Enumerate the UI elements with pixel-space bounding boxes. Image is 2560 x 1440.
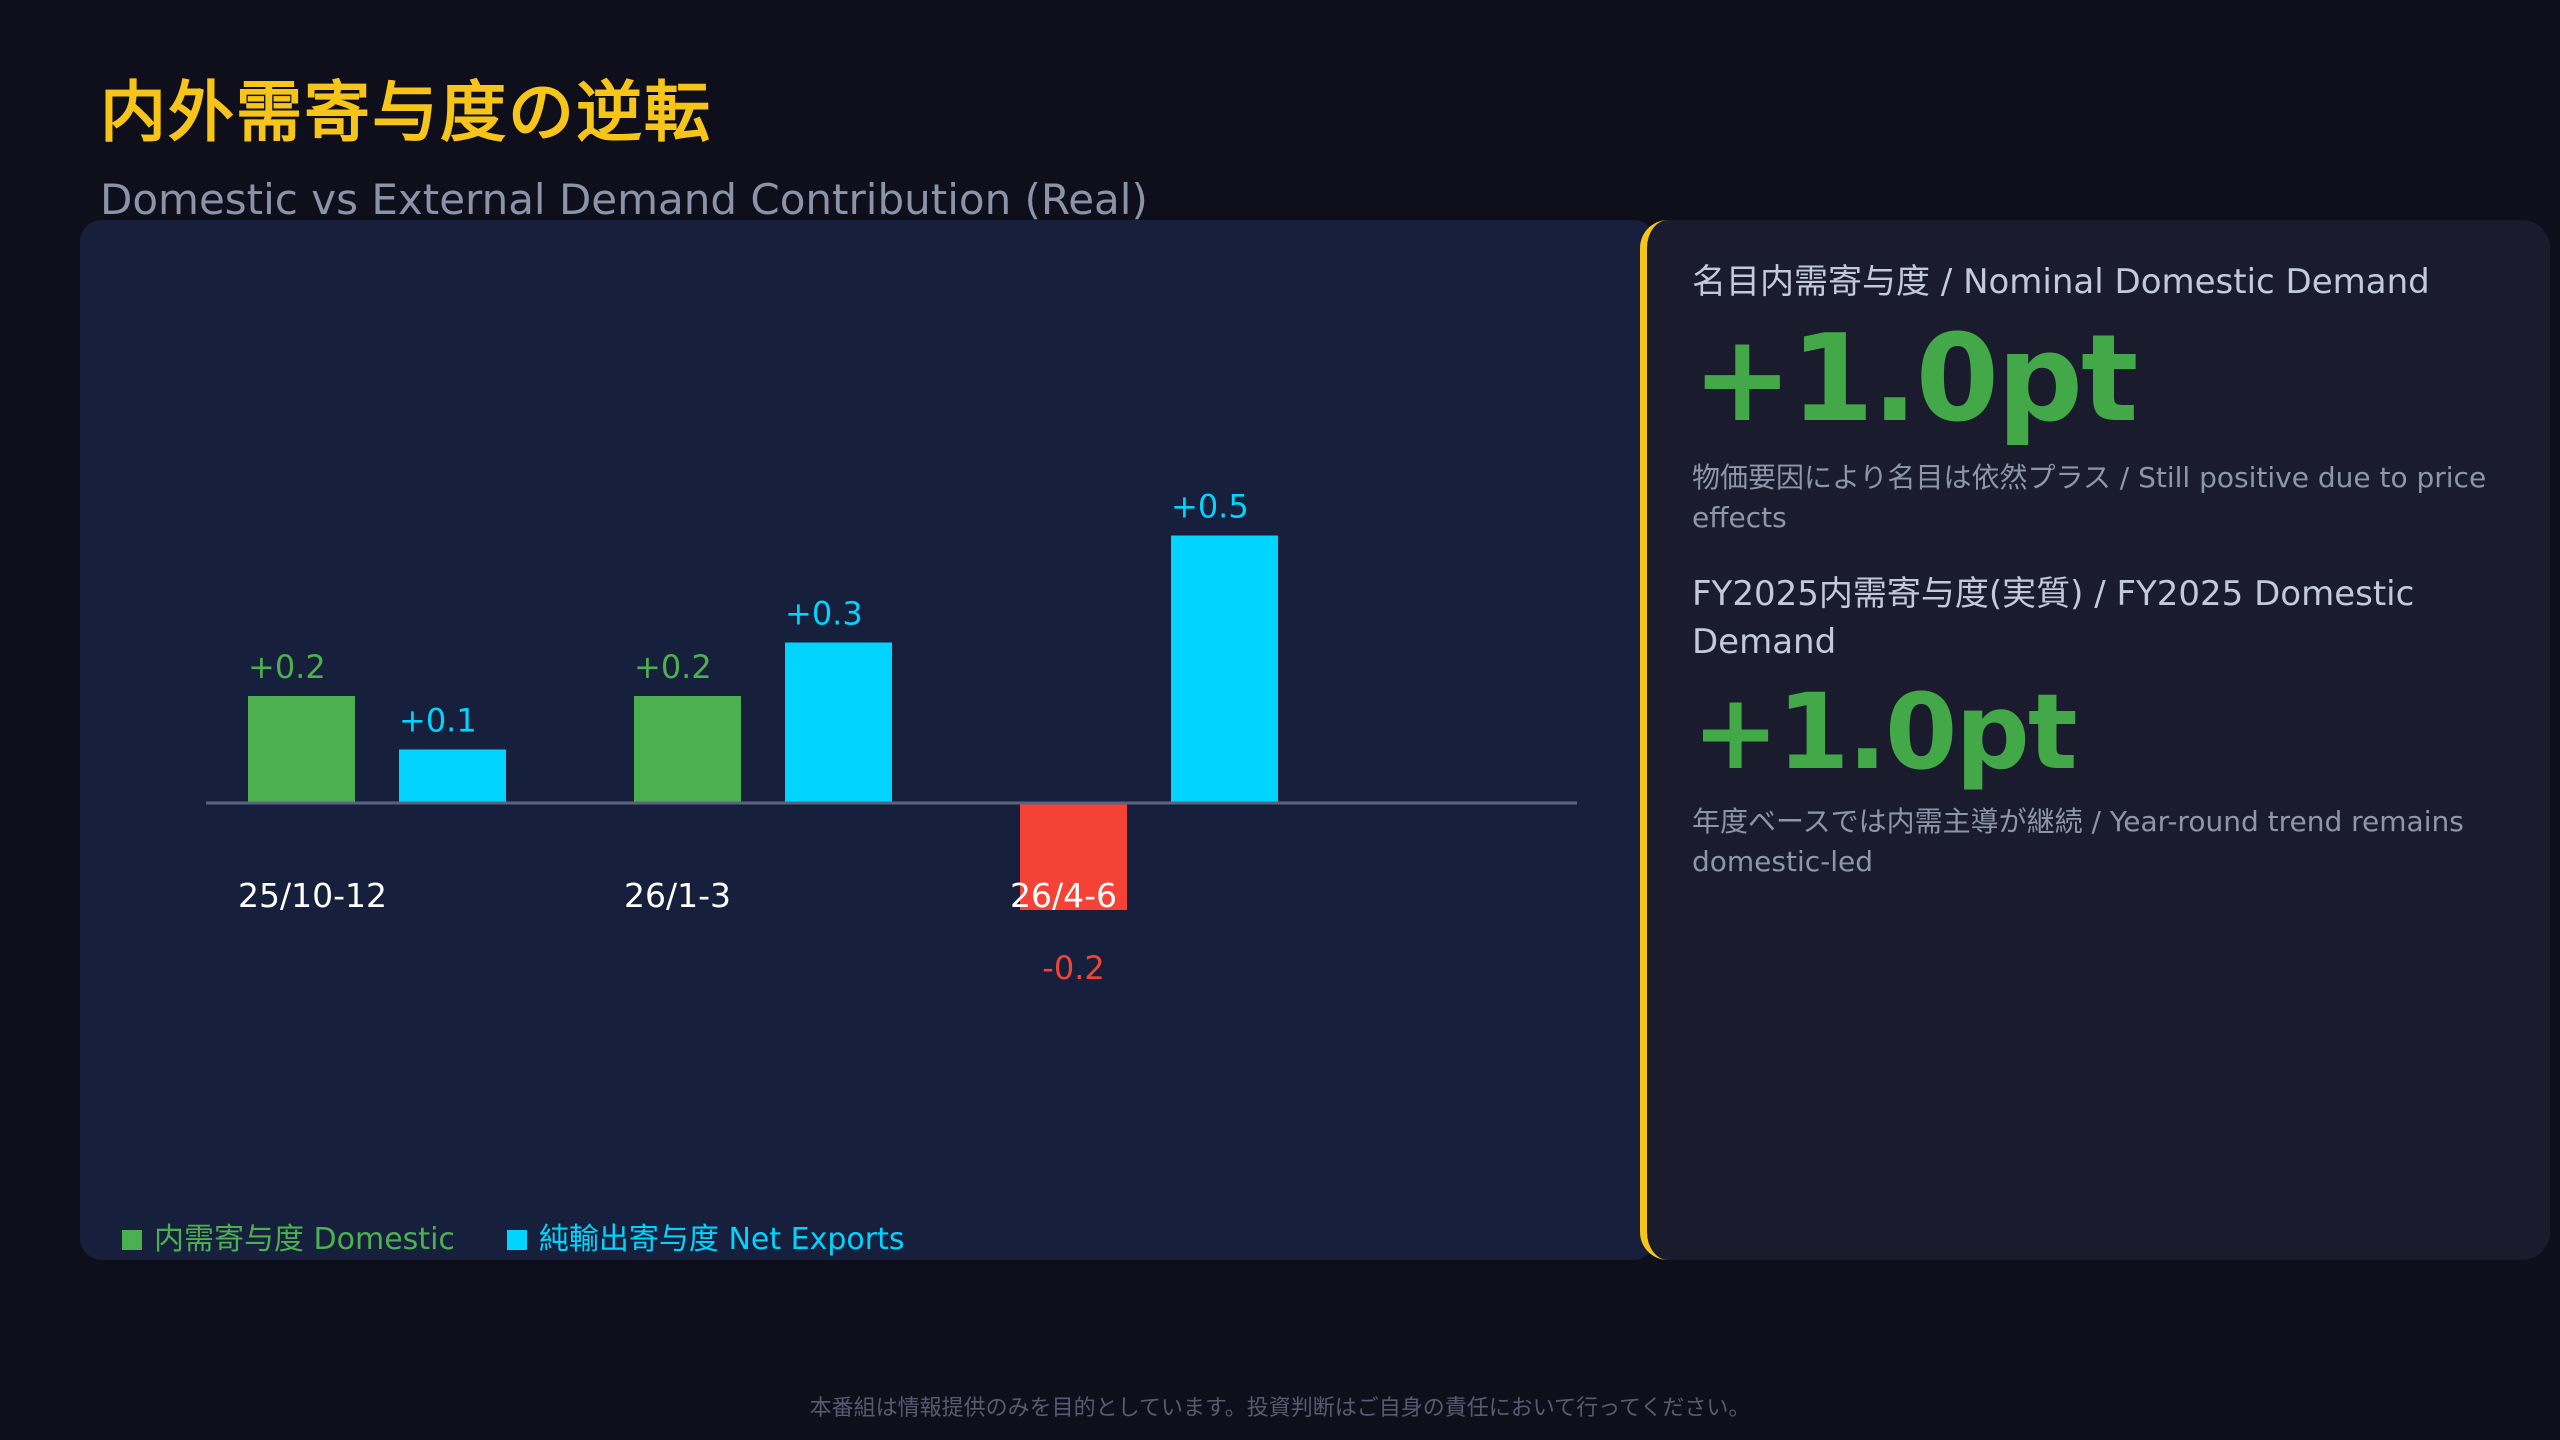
metric-note-nominal: 物価要因により名目は依然プラス / Still positive due to …: [1692, 461, 2487, 534]
metric-value-nominal: +1.0pt: [1692, 310, 2138, 449]
side-panel: 名目内需寄与度 / Nominal Domestic Demand +1.0pt…: [1640, 220, 2550, 1260]
data-label-net-exports-2: +0.5: [1171, 488, 1249, 526]
bar-domestic-2: [1020, 803, 1127, 910]
data-label-domestic-0: +0.2: [248, 648, 326, 686]
legend-item-domestic: 内需寄与度 Domestic: [122, 1220, 455, 1260]
metric-value-fy2025: +1.0pt: [1692, 671, 2078, 793]
page-subtitle: Domestic vs External Demand Contribution…: [100, 175, 1148, 224]
bar-chart: +0.2 +0.1 25/10-12 +0.2 +0.3 26/1-3 -0.2 +0.5 26…: [206, 488, 1577, 987]
data-label-domestic-2: -0.2: [1042, 949, 1104, 987]
data-label-net-exports-0: +0.1: [399, 702, 477, 740]
chart-panel: +0.2 +0.1 25/10-12 +0.2 +0.3 26/1-3 -0.2 +0.5 26…: [80, 220, 1655, 1260]
bar-net-exports-1: [785, 642, 892, 803]
metric-note-fy2025: 年度ベースでは内需主導が継続 / Year-round trend remain…: [1692, 805, 2464, 878]
category-label-1: 26/1-3: [624, 876, 731, 915]
bar-net-exports-0: [399, 749, 506, 803]
legend-label-domestic: 内需寄与度 Domestic: [154, 1222, 455, 1257]
legend-swatch-net-exports: [506, 1230, 527, 1250]
category-label-2: 26/4-6: [1010, 876, 1117, 915]
data-label-net-exports-1: +0.3: [785, 595, 863, 633]
bar-domestic-1: [634, 696, 741, 803]
legend-item-net-exports: 純輸出寄与度 Net Exports: [506, 1220, 905, 1260]
chart-legend: 内需寄与度 Domestic 純輸出寄与度 Net Exports: [122, 1220, 904, 1260]
footer-disclaimer: 本番組は情報提供のみを目的としています。投資判断はご自身の責任において行ってくだ…: [809, 1396, 1751, 1421]
data-label-domestic-1: +0.2: [634, 648, 712, 686]
page-title: 内外需寄与度の逆転: [100, 74, 712, 151]
legend-label-net-exports: 純輸出寄与度 Net Exports: [538, 1222, 905, 1257]
metric-label-nominal: 名目内需寄与度 / Nominal Domestic Demand: [1692, 262, 2430, 302]
legend-swatch-domestic: [122, 1230, 142, 1250]
category-label-0: 25/10-12: [238, 876, 387, 915]
bar-domestic-0: [248, 696, 355, 803]
bar-net-exports-2: [1171, 535, 1278, 803]
metric-label-fy2025: FY2025内需寄与度(実質) / FY2025 Domestic Demand: [1692, 574, 2415, 662]
